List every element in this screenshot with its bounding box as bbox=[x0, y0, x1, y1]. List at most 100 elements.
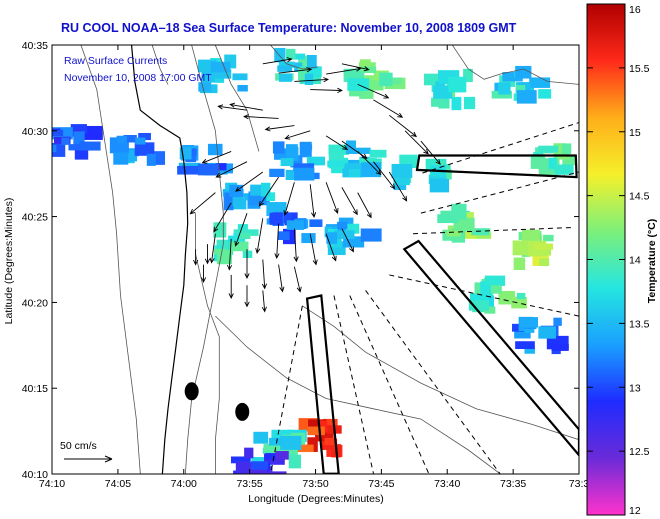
sst-pixel bbox=[515, 341, 535, 350]
sst-pixel bbox=[307, 426, 325, 436]
radial-line bbox=[422, 122, 579, 174]
scale-label: 50 cm/s bbox=[60, 440, 97, 452]
current-vector bbox=[309, 184, 317, 219]
sst-pixel bbox=[359, 59, 371, 71]
sst-pixel bbox=[471, 228, 490, 236]
current-vector bbox=[261, 259, 268, 290]
sst-pixel bbox=[516, 85, 526, 95]
current-vector bbox=[357, 151, 382, 176]
current-vector bbox=[229, 102, 263, 111]
colorbar-tick-label: 13.5 bbox=[629, 318, 650, 330]
sst-pixel bbox=[134, 142, 155, 156]
x-tick-label: 73:40 bbox=[434, 478, 460, 490]
sst-pixel bbox=[123, 135, 137, 143]
sst-pixel bbox=[209, 69, 232, 79]
current-vector bbox=[213, 202, 232, 233]
sst-pixel bbox=[318, 420, 328, 432]
sst-pixel bbox=[268, 437, 283, 446]
radial-line bbox=[333, 295, 374, 474]
current-vector bbox=[389, 114, 418, 138]
sst-pixel bbox=[230, 456, 251, 464]
sst-pixel bbox=[561, 143, 572, 154]
scale-arrow bbox=[64, 455, 113, 463]
sst-pixel bbox=[326, 232, 338, 244]
sst-pixel bbox=[216, 163, 227, 171]
sst-pixel bbox=[293, 163, 315, 171]
current-vector bbox=[341, 187, 358, 216]
current-vector bbox=[284, 130, 311, 140]
sst-pixel bbox=[515, 65, 532, 79]
sst-pixel bbox=[348, 168, 361, 178]
sst-pixel bbox=[232, 73, 248, 81]
sst-pixel bbox=[214, 76, 225, 83]
current-vector bbox=[243, 114, 279, 120]
sst-pixel bbox=[529, 77, 551, 88]
sst-pixel bbox=[301, 233, 316, 244]
sst-pixel bbox=[229, 241, 249, 252]
sst-pixel bbox=[391, 163, 413, 178]
sst-pixel bbox=[294, 167, 315, 181]
sst-pixel bbox=[253, 431, 269, 444]
sst-pixel bbox=[179, 147, 192, 160]
sst-pixel bbox=[369, 149, 387, 158]
y-tick-label: 40:20 bbox=[22, 297, 48, 309]
sst-pixel bbox=[446, 230, 462, 237]
current-vector bbox=[244, 285, 250, 308]
sst-pixel bbox=[280, 158, 294, 167]
sst-pixel bbox=[513, 257, 526, 270]
current-vector bbox=[193, 249, 199, 266]
sst-pixel bbox=[431, 97, 445, 107]
sst-pixel bbox=[516, 90, 537, 104]
sst-pixel bbox=[354, 147, 371, 154]
x-axis-ticks: 74:10 74:05 74:00 73:55 73:50 73:45 73:40 73:35… bbox=[39, 45, 589, 490]
radial-line bbox=[420, 171, 579, 214]
sst-pixel bbox=[476, 232, 492, 239]
sst-pixel bbox=[539, 258, 550, 267]
sst-pixel bbox=[217, 167, 228, 175]
sst-pixel bbox=[232, 191, 244, 206]
annotation-raw-currents: Raw Surface Currents bbox=[64, 55, 167, 67]
x-tick-label: 73:55 bbox=[236, 478, 262, 490]
current-vector bbox=[204, 244, 211, 265]
sst-pixel bbox=[463, 68, 473, 83]
sst-pixel bbox=[334, 230, 355, 240]
sst-pixel bbox=[79, 141, 101, 151]
sst-pixel bbox=[288, 454, 301, 469]
sst-pixel bbox=[491, 90, 512, 99]
radial-line bbox=[365, 290, 501, 474]
current-vector bbox=[261, 290, 267, 313]
sst-pixel bbox=[306, 156, 326, 166]
sst-pixel bbox=[116, 135, 127, 144]
sst-pixel bbox=[327, 160, 345, 168]
current-vector bbox=[264, 125, 295, 132]
current-vector bbox=[217, 104, 248, 111]
sst-pixel bbox=[278, 73, 292, 82]
sst-pixel bbox=[250, 184, 271, 196]
sst-pixel bbox=[280, 435, 302, 450]
current-vector bbox=[209, 233, 216, 264]
depth-contour bbox=[452, 45, 579, 85]
sst-pixel bbox=[299, 66, 322, 77]
sst-pixel bbox=[278, 61, 295, 68]
sst-pixel bbox=[451, 96, 462, 111]
sst-pixel bbox=[272, 141, 285, 154]
current-vector bbox=[357, 83, 390, 99]
sst-pixel bbox=[135, 137, 146, 145]
sst-pixel bbox=[551, 343, 569, 351]
sst-pixel bbox=[261, 182, 271, 197]
x-tick-label: 73:50 bbox=[302, 478, 328, 490]
colorbar-tick-label: 12.5 bbox=[629, 446, 650, 458]
sst-pixel bbox=[267, 471, 287, 474]
current-vector bbox=[420, 140, 441, 165]
sst-pixel bbox=[553, 317, 562, 326]
current-vector bbox=[201, 150, 232, 164]
sst-pixel bbox=[286, 220, 305, 230]
colorbar-ramp bbox=[586, 3, 626, 516]
colorbar-tick-label: 13 bbox=[629, 382, 641, 394]
colorbar-tick-label: 15 bbox=[629, 127, 641, 139]
sst-pixel bbox=[346, 223, 360, 234]
current-vector bbox=[309, 233, 318, 266]
sst-pixel bbox=[278, 231, 290, 241]
colorbar-tick-label: 15.5 bbox=[629, 63, 650, 75]
radial-line bbox=[349, 295, 430, 474]
